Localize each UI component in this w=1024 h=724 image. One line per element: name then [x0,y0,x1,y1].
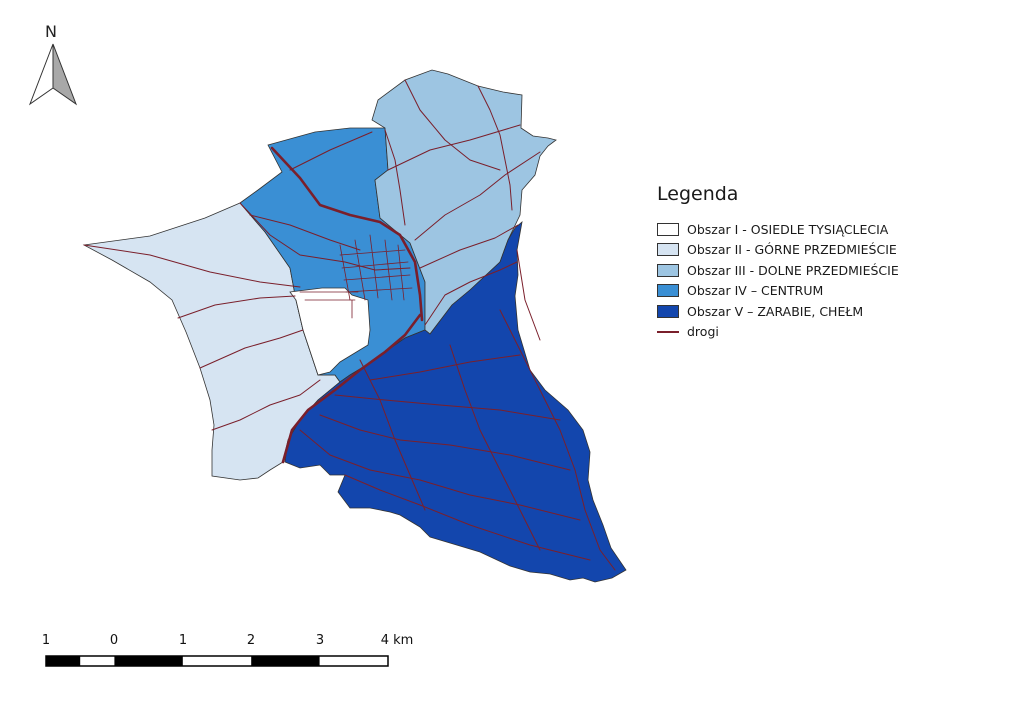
road [299,429,581,521]
legend-label: Obszar II - GÓRNE PRZEDMIEŚCIE [687,242,897,258]
scale-segment [251,656,320,666]
road [477,85,513,211]
legend-swatch [657,243,679,257]
legend-title: Legenda [657,183,739,205]
roads-layer [83,79,616,571]
road [387,124,521,171]
legend-label: drogi [687,324,719,340]
legend-item-drogi: drogi [657,322,957,343]
road [199,329,304,369]
north-label: N [45,22,57,41]
road [516,249,541,341]
road [289,131,373,171]
road [83,244,301,288]
scale-label: 1 [41,633,51,648]
road [359,359,426,511]
scale-label: 1 [178,633,188,648]
road [344,474,591,561]
legend-item-obszar-1: Obszar I - OSIEDLE TYSIĄCLECIA [657,219,957,240]
road [414,151,541,241]
legend-item-obszar-3: Obszar III - DOLNE PRZEDMIEŚCIE [657,260,957,281]
legend-swatch [657,263,679,277]
scale-label: 0 [109,633,119,648]
road [319,414,571,471]
legend-item-obszar-5: Obszar V – ZARABIE, CHEŁM [657,301,957,322]
road [299,291,359,319]
road [384,129,406,226]
legend: Legenda Obszar I - OSIEDLE TYSIĄCLECIA O… [657,183,957,342]
scale-segment [114,656,183,666]
legend-label: Obszar V – ZARABIE, CHEŁM [687,303,864,319]
road [449,344,541,551]
legend-label: Obszar III - DOLNE PRZEDMIEŚCIE [687,262,899,278]
scale-segment [46,656,81,666]
legend-swatch [657,284,679,298]
legend-item-obszar-4: Obszar IV – CENTRUM [657,281,957,302]
road [339,234,413,301]
road [499,309,616,571]
scale-label: 3 [315,633,325,648]
road [404,79,501,171]
road [249,214,361,251]
road [369,354,521,381]
main-road [270,146,424,322]
road [419,224,519,269]
scale-label: 2 [246,633,256,648]
north-arrow-icon [28,43,78,106]
legend-swatch [657,304,679,318]
legend-road-line [657,325,679,338]
road [239,202,411,271]
area-dolne-przedmiescie [371,69,557,335]
legend-swatch [657,222,679,236]
road [424,261,518,326]
legend-item-obszar-2: Obszar II - GÓRNE PRZEDMIEŚCIE [657,240,957,261]
scale-bar [45,655,389,667]
scale-label: 4 km [380,633,414,648]
main-road-south [281,313,422,464]
road [177,295,296,319]
road [211,379,321,431]
legend-label: Obszar I - OSIEDLE TYSIĄCLECIA [687,221,889,237]
legend-label: Obszar IV – CENTRUM [687,283,824,299]
road [334,394,561,421]
